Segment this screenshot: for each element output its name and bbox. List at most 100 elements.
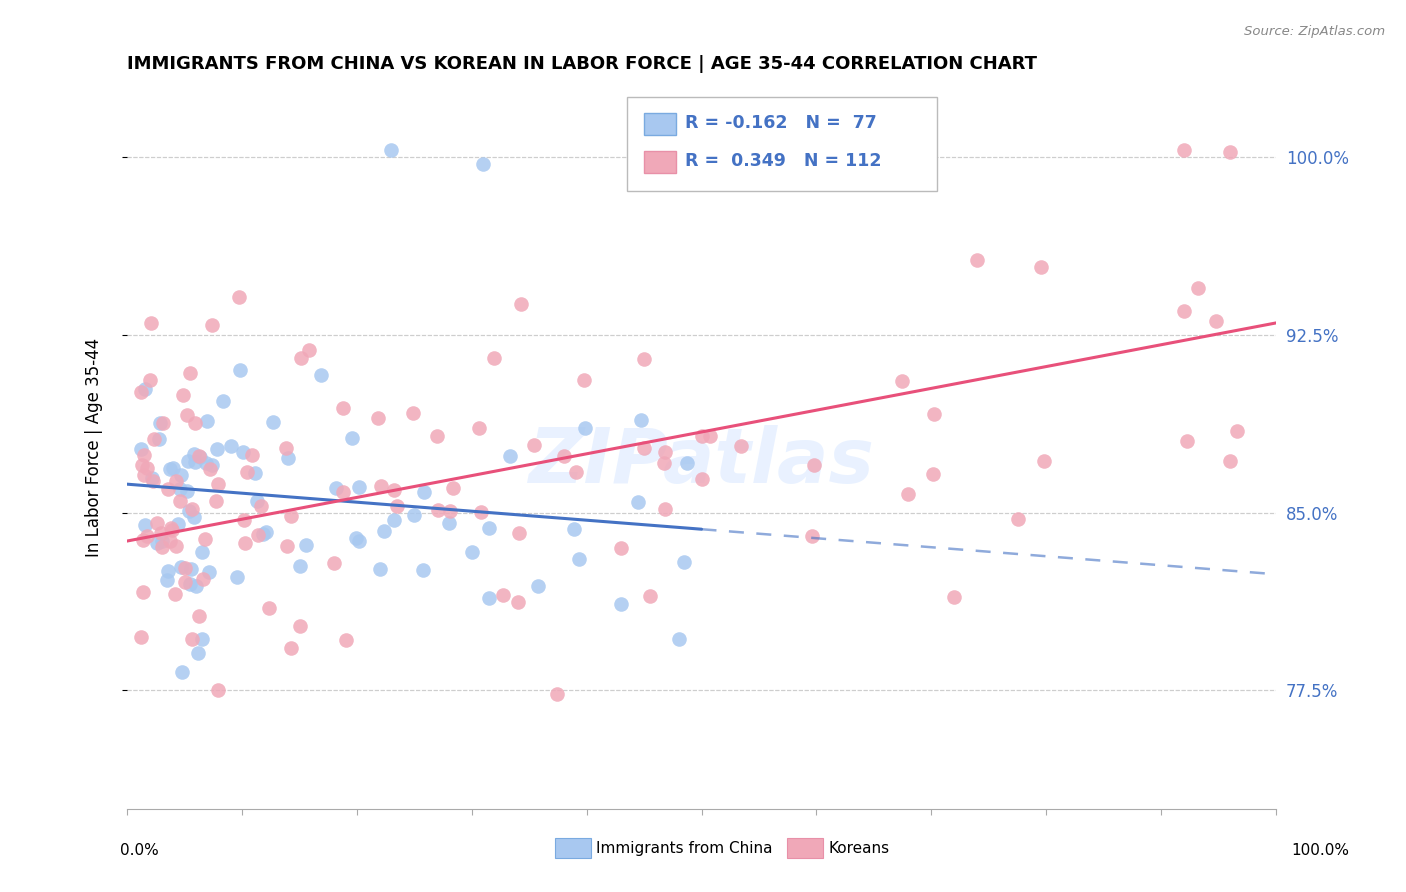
Point bbox=[188, 608, 211, 623]
Point bbox=[167, 516, 190, 531]
Point bbox=[159, 521, 181, 535]
Point bbox=[1175, 434, 1198, 449]
Point bbox=[610, 597, 633, 611]
Point bbox=[335, 632, 357, 647]
Point bbox=[922, 407, 945, 421]
Point bbox=[276, 442, 298, 456]
Point bbox=[562, 523, 585, 537]
Point bbox=[633, 441, 655, 455]
Point bbox=[1187, 280, 1209, 294]
Point bbox=[482, 351, 505, 366]
Point bbox=[367, 411, 389, 425]
Point bbox=[426, 428, 449, 442]
Point bbox=[195, 414, 218, 428]
Point bbox=[401, 406, 423, 420]
FancyBboxPatch shape bbox=[644, 151, 676, 172]
Point bbox=[180, 632, 202, 647]
Point bbox=[176, 484, 198, 499]
Point bbox=[184, 417, 207, 431]
Point bbox=[1033, 454, 1056, 468]
Point bbox=[176, 454, 198, 468]
Point bbox=[200, 458, 222, 472]
Point bbox=[165, 587, 187, 601]
Point bbox=[181, 502, 204, 516]
Point bbox=[654, 501, 676, 516]
Point bbox=[191, 632, 214, 646]
Point bbox=[173, 575, 195, 590]
Point bbox=[198, 565, 221, 579]
Point bbox=[229, 362, 252, 376]
Text: Koreans: Koreans bbox=[828, 841, 889, 855]
Point bbox=[277, 451, 299, 466]
Point bbox=[609, 541, 631, 556]
Point bbox=[468, 420, 491, 434]
Point bbox=[228, 291, 250, 305]
Point bbox=[652, 456, 675, 470]
Point bbox=[245, 493, 267, 508]
Point bbox=[499, 449, 522, 463]
Point bbox=[177, 504, 200, 518]
Point bbox=[233, 535, 256, 549]
Point bbox=[183, 447, 205, 461]
Point bbox=[232, 513, 254, 527]
Point bbox=[1205, 314, 1227, 328]
Point bbox=[897, 487, 920, 501]
Point bbox=[170, 559, 193, 574]
Point bbox=[288, 558, 311, 573]
Point bbox=[225, 570, 247, 584]
Point bbox=[172, 388, 194, 402]
Point bbox=[323, 557, 346, 571]
Point bbox=[201, 318, 224, 333]
Text: Source: ZipAtlas.com: Source: ZipAtlas.com bbox=[1244, 25, 1385, 38]
Point bbox=[254, 525, 277, 540]
Point bbox=[568, 551, 591, 566]
Text: ZIPatlas: ZIPatlas bbox=[529, 425, 875, 499]
Point bbox=[142, 474, 165, 488]
Point bbox=[134, 518, 156, 533]
Point bbox=[349, 480, 371, 494]
Point bbox=[141, 471, 163, 485]
Point bbox=[262, 415, 284, 429]
Text: IMMIGRANTS FROM CHINA VS KOREAN IN LABOR FORCE | AGE 35-44 CORRELATION CHART: IMMIGRANTS FROM CHINA VS KOREAN IN LABOR… bbox=[127, 55, 1036, 73]
Point bbox=[252, 526, 274, 541]
Point bbox=[630, 413, 652, 427]
Point bbox=[139, 373, 162, 387]
Point bbox=[294, 538, 316, 552]
Point bbox=[344, 532, 367, 546]
Point bbox=[470, 505, 492, 519]
Point bbox=[180, 562, 202, 576]
Point bbox=[1219, 453, 1241, 467]
Point bbox=[276, 539, 298, 553]
Point bbox=[219, 439, 242, 453]
Text: Immigrants from China: Immigrants from China bbox=[596, 841, 773, 855]
Point bbox=[245, 466, 267, 480]
Point bbox=[165, 474, 187, 488]
Point bbox=[523, 438, 546, 452]
Point bbox=[572, 372, 595, 386]
Point bbox=[478, 521, 501, 535]
Point bbox=[169, 482, 191, 496]
Point bbox=[179, 577, 201, 591]
Point bbox=[183, 510, 205, 524]
Point bbox=[157, 564, 180, 578]
Point bbox=[427, 503, 450, 517]
Point bbox=[730, 439, 752, 453]
Point bbox=[152, 416, 174, 430]
Point bbox=[172, 665, 194, 680]
Point bbox=[207, 476, 229, 491]
Point bbox=[368, 562, 391, 576]
Point bbox=[290, 618, 312, 632]
Point bbox=[132, 584, 155, 599]
Point bbox=[169, 494, 191, 508]
Point bbox=[526, 579, 548, 593]
Point bbox=[692, 472, 714, 486]
Y-axis label: In Labor Force | Age 35-44: In Labor Force | Age 35-44 bbox=[86, 338, 103, 557]
Point bbox=[492, 588, 515, 602]
Point bbox=[340, 431, 363, 445]
Point bbox=[162, 460, 184, 475]
FancyBboxPatch shape bbox=[644, 113, 676, 135]
Point bbox=[574, 421, 596, 435]
Point bbox=[160, 523, 183, 537]
Text: R = -0.162   N =  77: R = -0.162 N = 77 bbox=[685, 114, 877, 132]
Point bbox=[510, 297, 533, 311]
